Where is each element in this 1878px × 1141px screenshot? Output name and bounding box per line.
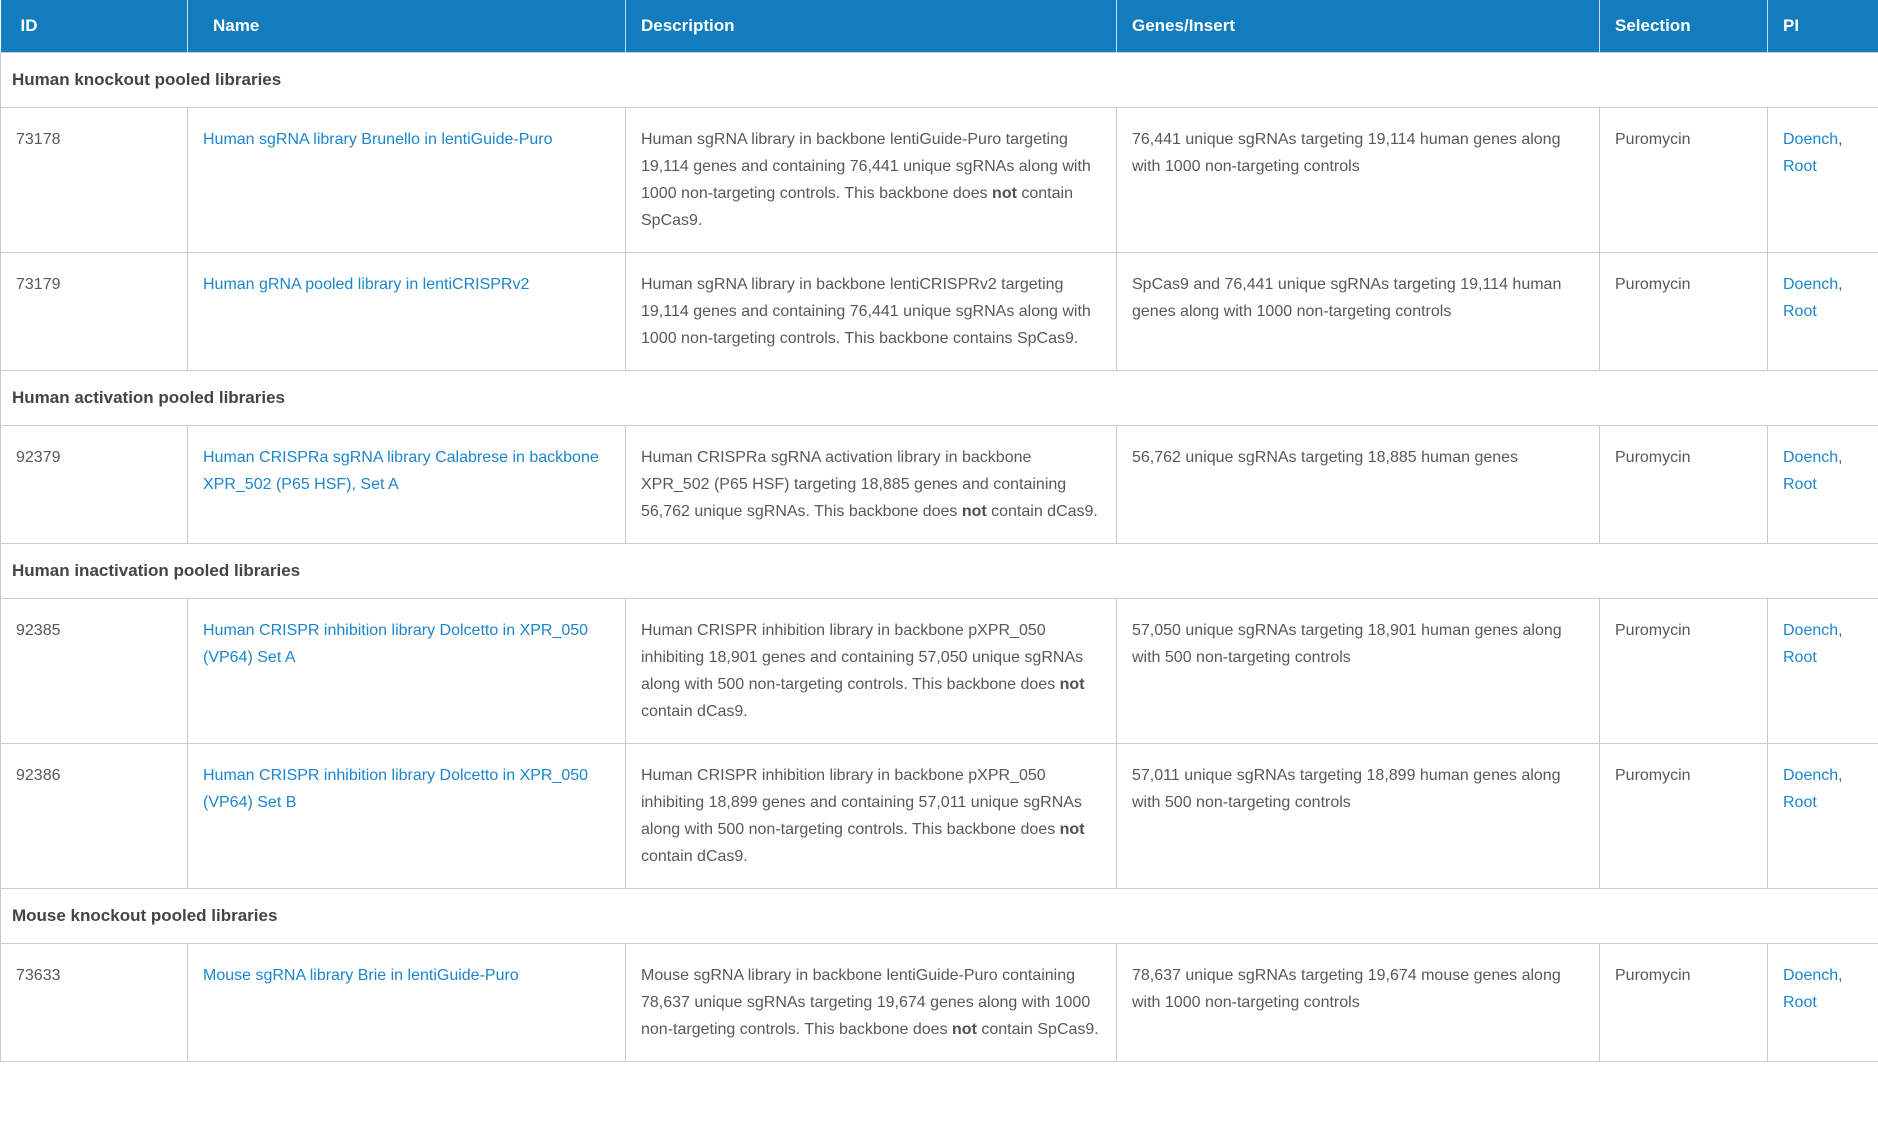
section-title: Mouse knockout pooled libraries (0, 888, 1878, 944)
table-header: ID Name Description Genes/Insert Selecti… (0, 0, 1878, 53)
cell-pi: Doench, Root (1767, 598, 1878, 744)
section-row: Human inactivation pooled libraries (0, 543, 1878, 599)
cell-description: Human CRISPRa sgRNA activation library i… (625, 425, 1117, 544)
column-header-pi: PI (1767, 0, 1878, 53)
library-name-link[interactable]: Human CRISPR inhibition library Dolcetto… (203, 622, 589, 666)
pi-link[interactable]: Root (1783, 158, 1817, 175)
cell-selection: Puromycin (1599, 598, 1768, 744)
pooled-libraries-table: ID Name Description Genes/Insert Selecti… (0, 0, 1878, 1062)
pi-link[interactable]: Root (1783, 303, 1817, 320)
cell-name: Mouse sgRNA library Brie in lentiGuide-P… (187, 943, 626, 1062)
section-title: Human knockout pooled libraries (0, 52, 1878, 108)
pi-link[interactable]: Root (1783, 794, 1817, 811)
cell-id: 92379 (0, 425, 188, 544)
table-row: 73178 Human sgRNA library Brunello in len… (0, 107, 1878, 253)
pi-separator: , (1838, 131, 1843, 148)
table-body: Human knockout pooled libraries 73178 Huma… (0, 52, 1878, 1062)
column-header-description: Description (625, 0, 1117, 53)
pi-separator: , (1838, 276, 1843, 293)
cell-genes-insert: 57,050 unique sgRNAs targeting 18,901 hu… (1116, 598, 1600, 744)
cell-selection: Puromycin (1599, 425, 1768, 544)
cell-genes-insert: 76,441 unique sgRNAs targeting 19,114 hu… (1116, 107, 1600, 253)
library-name-link[interactable]: Human sgRNA library Brunello in lentiGui… (203, 131, 553, 148)
cell-pi: Doench, Root (1767, 743, 1878, 889)
cell-id: 92385 (0, 598, 188, 744)
cell-name: Human CRISPRa sgRNA library Calabrese in… (187, 425, 626, 544)
pi-link[interactable]: Doench (1783, 622, 1839, 639)
cell-genes-insert: 78,637 unique sgRNAs targeting 19,674 mo… (1116, 943, 1600, 1062)
section-row: Human activation pooled libraries (0, 370, 1878, 426)
column-header-id: ID (0, 0, 188, 53)
section-row: Human knockout pooled libraries (0, 52, 1878, 108)
description-emphasis: not (961, 503, 987, 520)
cell-name: Human sgRNA library Brunello in lentiGui… (187, 107, 626, 253)
pooled-libraries-page: ID Name Description Genes/Insert Selecti… (0, 0, 1878, 1062)
cell-pi: Doench, Root (1767, 252, 1878, 371)
description-emphasis: not (952, 1021, 977, 1038)
cell-id: 92386 (0, 743, 188, 889)
pi-link[interactable]: Doench (1783, 131, 1839, 148)
cell-selection: Puromycin (1599, 107, 1768, 253)
cell-genes-insert: 56,762 unique sgRNAs targeting 18,885 hu… (1116, 425, 1600, 544)
table-row: 92386 Human CRISPR inhibition library Dol… (0, 743, 1878, 889)
pi-link[interactable]: Root (1783, 476, 1817, 493)
pi-link[interactable]: Doench (1783, 967, 1839, 984)
library-name-link[interactable]: Human CRISPR inhibition library Dolcetto… (203, 767, 589, 811)
column-header-selection: Selection (1599, 0, 1768, 53)
description-emphasis: not (1059, 676, 1085, 693)
cell-description: Mouse sgRNA library in backbone lentiGui… (625, 943, 1117, 1062)
description-emphasis: not (1059, 821, 1085, 838)
library-name-link[interactable]: Human CRISPRa sgRNA library Calabrese in… (203, 449, 599, 493)
pi-link[interactable]: Doench (1783, 767, 1839, 784)
pi-separator: , (1838, 967, 1843, 984)
pi-separator: , (1838, 622, 1843, 639)
description-emphasis: not (992, 185, 1017, 202)
table-row: 92385 Human CRISPR inhibition library Dol… (0, 598, 1878, 744)
cell-name: Human CRISPR inhibition library Dolcetto… (187, 598, 626, 744)
cell-id: 73179 (0, 252, 188, 371)
column-header-genes-insert: Genes/Insert (1116, 0, 1600, 53)
pi-separator: , (1838, 449, 1843, 466)
pi-link[interactable]: Root (1783, 994, 1817, 1011)
column-header-name: Name (187, 0, 626, 53)
cell-id: 73178 (0, 107, 188, 253)
cell-genes-insert: 57,011 unique sgRNAs targeting 18,899 hu… (1116, 743, 1600, 889)
pi-link[interactable]: Root (1783, 649, 1817, 666)
cell-selection: Puromycin (1599, 252, 1768, 371)
pi-link[interactable]: Doench (1783, 449, 1839, 466)
library-name-link[interactable]: Human gRNA pooled library in lentiCRISPR… (203, 276, 530, 293)
cell-description: Human CRISPR inhibition library in backb… (625, 598, 1117, 744)
cell-pi: Doench, Root (1767, 425, 1878, 544)
table-row: 73179 Human gRNA pooled library in lentiC… (0, 252, 1878, 371)
cell-pi: Doench, Root (1767, 943, 1878, 1062)
cell-description: Human CRISPR inhibition library in backb… (625, 743, 1117, 889)
cell-description: Human sgRNA library in backbone lentiGui… (625, 107, 1117, 253)
cell-description: Human sgRNA library in backbone lentiCRI… (625, 252, 1117, 371)
table-row: 73633 Mouse sgRNA library Brie in lentiGu… (0, 943, 1878, 1062)
pi-separator: , (1838, 767, 1843, 784)
pi-link[interactable]: Doench (1783, 276, 1839, 293)
cell-id: 73633 (0, 943, 188, 1062)
table-header-row: ID Name Description Genes/Insert Selecti… (0, 0, 1878, 53)
section-title: Human activation pooled libraries (0, 370, 1878, 426)
library-name-link[interactable]: Mouse sgRNA library Brie in lentiGuide-P… (203, 967, 519, 984)
cell-genes-insert: SpCas9 and 76,441 unique sgRNAs targetin… (1116, 252, 1600, 371)
section-title: Human inactivation pooled libraries (0, 543, 1878, 599)
section-row: Mouse knockout pooled libraries (0, 888, 1878, 944)
cell-name: Human CRISPR inhibition library Dolcetto… (187, 743, 626, 889)
cell-name: Human gRNA pooled library in lentiCRISPR… (187, 252, 626, 371)
cell-selection: Puromycin (1599, 743, 1768, 889)
cell-pi: Doench, Root (1767, 107, 1878, 253)
table-row: 92379 Human CRISPRa sgRNA library Calabre… (0, 425, 1878, 544)
cell-selection: Puromycin (1599, 943, 1768, 1062)
